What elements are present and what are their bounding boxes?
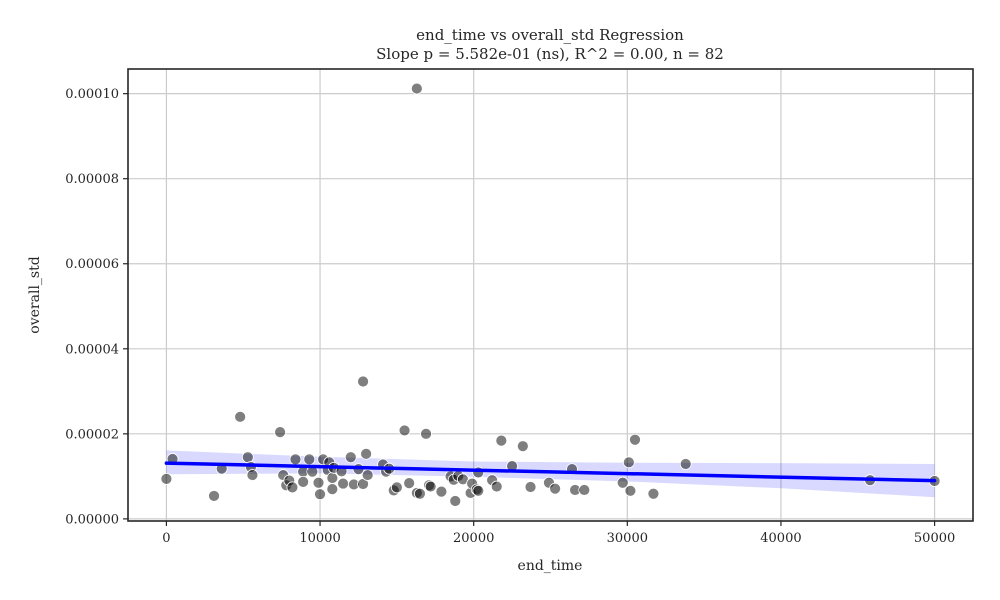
y-axis-ticks: 0.00000 0.00002 0.00004 0.00006 0.00008 0.000… [65,87,128,527]
data-point [472,484,485,497]
x-tick-label: 30000 [607,531,648,546]
scatter-points [160,82,941,507]
plot-frame [127,68,974,522]
y-tick-label: 0.00000 [65,512,119,527]
chart-title: end_time vs overall_std Regression [416,26,684,44]
data-point [326,472,339,484]
chart-subtitle: Slope p = 5.582e-01 (ns), R^2 = 0.00, n … [376,45,724,63]
data-point [326,483,339,496]
y-tick-label: 0.00010 [65,87,119,102]
data-point [274,426,287,439]
data-point [490,480,503,493]
data-point [160,473,173,485]
x-tick-label: 20000 [453,531,494,546]
data-point [234,410,247,423]
data-point [578,484,591,496]
data-point [549,482,562,495]
data-point [289,453,302,466]
data-point [616,476,629,489]
y-tick-label: 0.00006 [65,257,119,272]
data-point [403,477,416,490]
regression-line [164,461,937,483]
y-axis-label: overall_std [27,256,43,333]
data-point [624,484,637,497]
data-point [420,427,432,440]
x-tick-label: 0 [162,531,170,546]
data-point [208,490,220,502]
data-point [524,481,537,493]
data-point [629,433,641,446]
data-point [286,481,299,494]
x-tick-label: 40000 [760,531,801,546]
y-tick-label: 0.00004 [65,342,119,357]
data-point [361,469,374,481]
data-point [414,487,426,500]
data-point [344,451,357,464]
regression-line-group [164,461,937,483]
x-tick-label: 50000 [914,531,955,546]
y-tick-label: 0.00002 [65,427,119,442]
x-axis-label: end_time [518,558,583,574]
data-point [435,485,448,498]
data-point [647,487,660,500]
data-point [241,451,254,464]
data-point [303,453,316,466]
data-point [337,477,349,490]
confidence-band [166,450,935,498]
x-axis-ticks: 0 10000 20000 30000 40000 50000 [162,521,955,546]
confidence-band-group [166,450,935,498]
data-point [516,440,529,453]
data-point [424,480,437,493]
y-tick-label: 0.00008 [65,172,119,187]
x-tick-label: 10000 [299,531,340,546]
data-point [449,495,462,507]
data-point [622,456,635,469]
grid [128,69,973,521]
data-point [357,375,369,388]
data-point [312,476,325,489]
data-point [246,469,259,481]
data-point [398,424,411,437]
data-point [410,82,423,95]
data-point [297,475,310,488]
data-point [360,447,373,460]
data-point [679,458,692,470]
data-point [314,488,326,501]
data-point [390,481,403,494]
data-point [495,434,508,447]
